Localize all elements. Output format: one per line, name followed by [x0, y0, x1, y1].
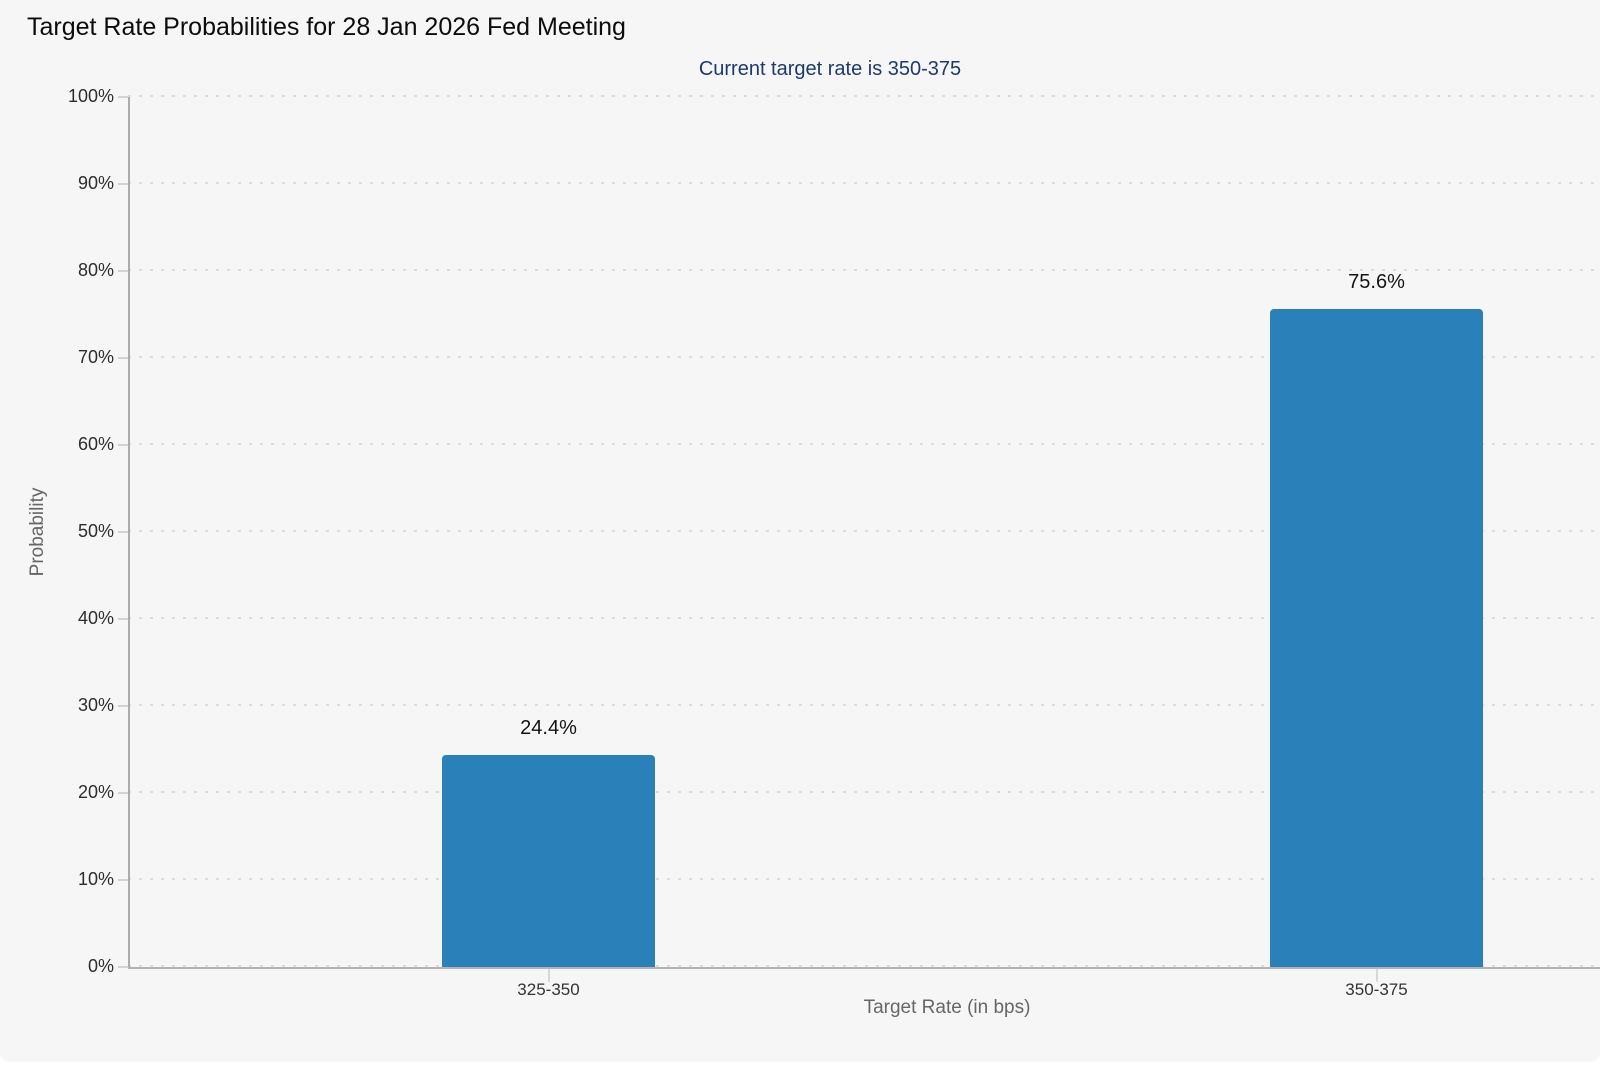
- y-axis-tick: [118, 531, 128, 533]
- y-gridline: [128, 95, 1600, 97]
- x-axis-line: [128, 967, 1600, 969]
- y-tick-label: 30%: [77, 695, 114, 715]
- x-axis-tick: [1375, 969, 1378, 982]
- y-axis-tick: [118, 618, 128, 620]
- y-gridline: [128, 878, 1600, 880]
- x-axis-title: Target Rate (in bps): [863, 997, 1031, 1018]
- y-tick-label: 60%: [77, 434, 114, 454]
- y-tick-label: 10%: [77, 869, 114, 889]
- y-axis-tick: [118, 879, 128, 881]
- bar-value-label: 75.6%: [1348, 271, 1405, 294]
- y-tick-label: 40%: [77, 608, 114, 628]
- y-axis-tick: [118, 705, 128, 707]
- y-gridline: [128, 617, 1600, 619]
- chart-title: Target Rate Probabilities for 28 Jan 202…: [27, 13, 626, 41]
- y-gridline: [128, 443, 1600, 445]
- y-tick-label: 20%: [77, 782, 114, 802]
- y-tick-label: 70%: [77, 347, 114, 367]
- y-gridline: [128, 791, 1600, 793]
- y-tick-label: 80%: [77, 260, 114, 280]
- y-tick-label: 100%: [67, 86, 114, 106]
- y-axis-tick: [118, 444, 128, 446]
- y-axis-tick: [118, 966, 128, 968]
- y-tick-label: 90%: [77, 173, 114, 193]
- probability-bar[interactable]: [1270, 309, 1483, 967]
- x-category-label: 325-350: [517, 980, 580, 999]
- y-tick-label: 0%: [87, 956, 114, 976]
- y-gridline: [128, 965, 1600, 967]
- bar-value-label: 24.4%: [520, 716, 577, 739]
- y-axis-tick: [118, 357, 128, 359]
- y-gridline: [128, 530, 1600, 532]
- chart-subtitle: Current target rate is 350-375: [698, 58, 962, 80]
- y-axis-tick: [118, 792, 128, 794]
- y-axis-tick: [118, 183, 128, 185]
- probability-bar[interactable]: [442, 754, 655, 967]
- y-tick-label: 50%: [77, 521, 114, 541]
- y-axis-tick: [118, 270, 128, 272]
- y-gridline: [128, 356, 1600, 358]
- y-gridline: [128, 269, 1600, 271]
- y-gridline: [128, 704, 1600, 706]
- y-axis-tick: [118, 96, 128, 98]
- y-gridline: [128, 182, 1600, 184]
- x-category-label: 350-375: [1345, 980, 1408, 999]
- y-axis-line: [128, 97, 130, 969]
- x-axis-tick: [547, 969, 550, 982]
